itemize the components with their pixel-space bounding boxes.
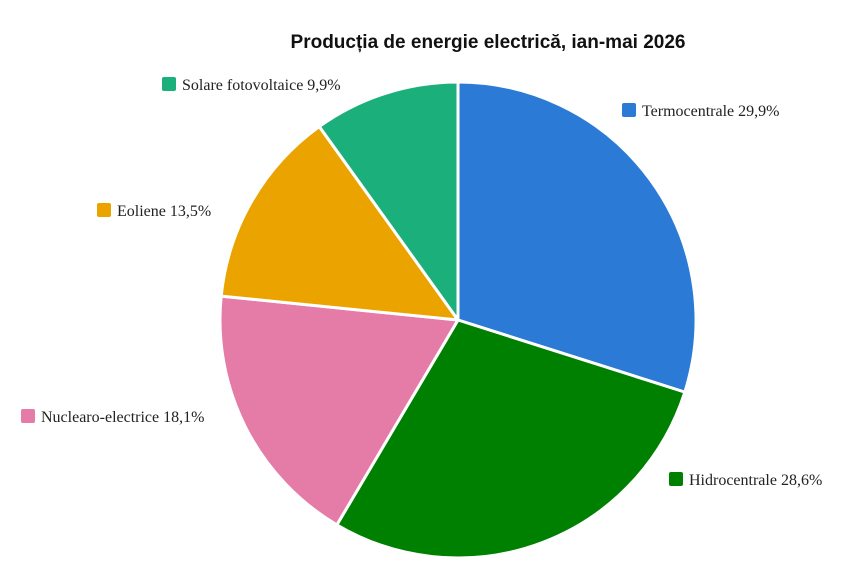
- legend-label: Hidrocentrale 28,6%: [689, 472, 822, 489]
- pie-slice-solare-fotovoltaice: [317, 80, 460, 322]
- legend-label: Solare fotovoltaice 9,9%: [182, 77, 341, 94]
- legend-swatch: [162, 77, 176, 91]
- legend-swatch: [622, 103, 636, 117]
- legend-label: Nuclearo-electrice 18,1%: [41, 409, 204, 426]
- pie-slices: [218, 80, 698, 560]
- legend-label: Termocentrale 29,9%: [642, 103, 779, 120]
- chart-title: Producția de energie electrică, ian-mai …: [291, 32, 686, 53]
- pie-slice-termocentrale: [456, 80, 698, 394]
- pie-slice-nuclearo-electrice: [218, 294, 460, 527]
- pie-slice-eoliene: [219, 125, 460, 322]
- legend-label: Eoliene 13,5%: [117, 203, 211, 220]
- legend-swatch: [21, 409, 35, 423]
- legend-swatch: [97, 203, 111, 217]
- legend-swatch: [669, 472, 683, 486]
- pie-legend: Termocentrale 29,9% Hidrocentrale 28,6% Nu…: [21, 77, 822, 489]
